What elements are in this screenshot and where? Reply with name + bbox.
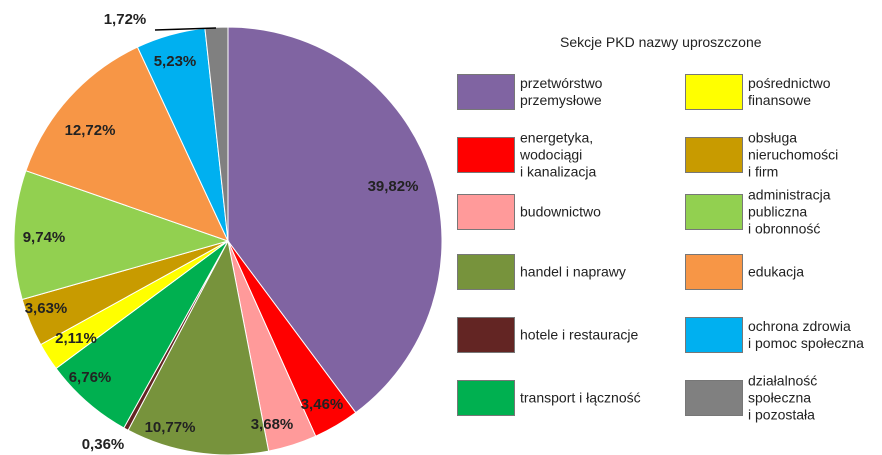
legend-swatch	[457, 74, 515, 110]
data-label: 5,23%	[154, 53, 197, 70]
legend-label: energetyka, wodociągi i kanalizacja	[520, 129, 597, 180]
legend-swatch	[457, 254, 515, 290]
chart: 39,82% 3,46% 3,68% 10,77% 0,36% 6,76% 2,11% 3,6…	[13, 11, 443, 455]
data-label: 12,72%	[65, 122, 116, 139]
pie-slice	[227, 26, 443, 414]
data-label: 10,77%	[145, 419, 196, 436]
legend-label: ochrona zdrowia i pomoc społeczna	[748, 318, 864, 351]
legend-swatch	[685, 317, 743, 353]
legend-swatch	[685, 74, 743, 110]
data-label: 3,63%	[25, 300, 68, 317]
legend-label: hotele i restauracje	[520, 326, 639, 343]
legend-label: budownictwo	[520, 203, 601, 220]
pie-slice	[13, 170, 230, 301]
legend-label: obsługa nieruchomości i firm	[748, 129, 839, 180]
legend-swatch	[457, 137, 515, 173]
data-label: 1,72%	[104, 11, 147, 28]
legend-label: edukacja	[748, 263, 805, 280]
legend-label: działalność społeczna i pozostała	[748, 372, 818, 423]
legend-swatch	[457, 317, 515, 353]
data-label: 6,76%	[69, 369, 112, 386]
legend-swatch	[457, 194, 515, 230]
legend-swatch	[685, 254, 743, 290]
legend-label: pośrednictwo finansowe	[748, 75, 831, 108]
data-label: 3,46%	[301, 396, 344, 413]
legend-swatch	[685, 194, 743, 230]
legend-label: handel i naprawy	[520, 263, 626, 280]
legend-label: transport i łączność	[520, 389, 641, 406]
legend-swatch	[685, 137, 743, 173]
leader-line	[154, 27, 217, 31]
legend-title: Sekcje PKD nazwy uproszczone	[560, 34, 762, 50]
data-label: 0,36%	[82, 436, 125, 453]
data-label: 9,74%	[23, 229, 66, 246]
legend-swatch	[457, 380, 515, 416]
data-label: 2,11%	[55, 330, 97, 347]
pie-slice	[25, 46, 229, 242]
legend-label: administracja publiczna i obronność	[748, 186, 831, 237]
data-label: 3,68%	[251, 416, 294, 433]
legend-label: przetwórstwo przemysłowe	[520, 75, 603, 108]
legend-swatch	[685, 380, 743, 416]
pie-slice	[127, 239, 270, 455]
data-label: 39,82%	[368, 178, 419, 195]
